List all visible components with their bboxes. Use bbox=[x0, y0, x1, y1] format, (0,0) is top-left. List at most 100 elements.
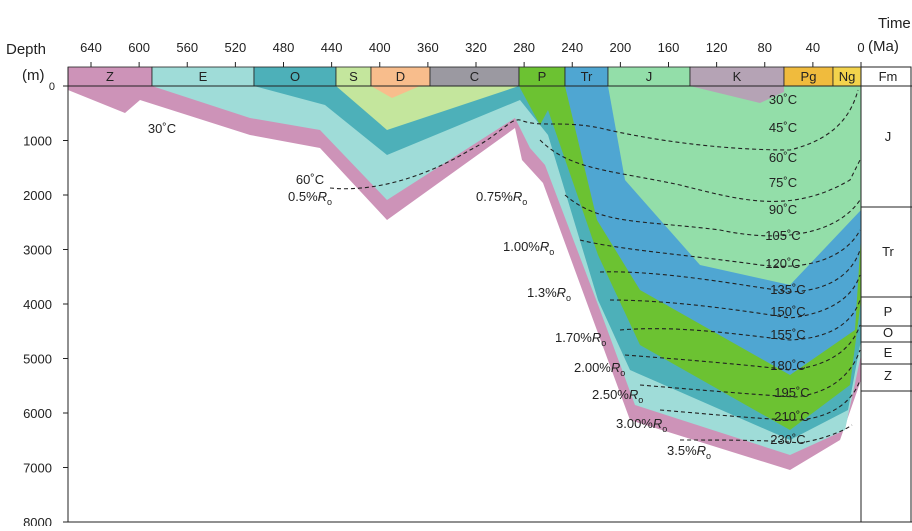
fm-label: Tr bbox=[882, 244, 894, 259]
y-tick-label: 1000 bbox=[23, 134, 52, 149]
ro-symbol: R bbox=[318, 189, 327, 204]
ro-sub: o bbox=[638, 395, 643, 405]
x-label: Time bbox=[878, 15, 911, 32]
ro-symbol: R bbox=[513, 189, 522, 204]
y-tick-label: 2000 bbox=[23, 188, 52, 203]
y-tick-label: 4000 bbox=[23, 297, 52, 312]
ro-label: 1.3%Ro bbox=[527, 285, 571, 303]
x-tick-label: 560 bbox=[176, 40, 198, 55]
ro-value: 0.5% bbox=[288, 189, 318, 204]
fm-label: E bbox=[884, 345, 893, 360]
period-label: Tr bbox=[581, 69, 593, 84]
fm-header: Fm bbox=[879, 69, 898, 84]
x-tick-label: 360 bbox=[417, 40, 439, 55]
ro-symbol: R bbox=[611, 360, 620, 375]
y-tick-label: 6000 bbox=[23, 406, 52, 421]
isotherm-label: 105˚C bbox=[765, 228, 800, 243]
x-tick-label: 440 bbox=[321, 40, 343, 55]
x-tick-label: 0 bbox=[857, 40, 864, 55]
isotherm-label: 230˚C bbox=[770, 432, 805, 447]
x-tick-label: 520 bbox=[225, 40, 247, 55]
fm-label: J bbox=[885, 129, 892, 144]
x-tick-label: 120 bbox=[706, 40, 728, 55]
isotherm-label: 60˚C bbox=[296, 172, 324, 187]
isotherm-label: 180˚C bbox=[770, 358, 805, 373]
ro-value: 2.00% bbox=[574, 360, 611, 375]
ro-label: 0.75%Ro bbox=[476, 189, 527, 207]
x-tick-label: 200 bbox=[610, 40, 632, 55]
period-label: Ng bbox=[839, 69, 856, 84]
ro-label: 3.5%Ro bbox=[667, 443, 711, 461]
x-tick-label: 600 bbox=[128, 40, 150, 55]
period-label: O bbox=[290, 69, 300, 84]
y-tick-label: 7000 bbox=[23, 461, 52, 476]
ro-symbol: R bbox=[557, 285, 566, 300]
ro-value: 2.50% bbox=[592, 387, 629, 402]
ro-sub: o bbox=[601, 338, 606, 348]
ro-label: 1.70%Ro bbox=[555, 330, 606, 348]
period-label: E bbox=[199, 69, 208, 84]
fm-label: Z bbox=[884, 368, 892, 383]
isotherm-label: 90˚C bbox=[769, 202, 797, 217]
x-unit: (Ma) bbox=[868, 38, 899, 55]
x-tick-label: 480 bbox=[273, 40, 295, 55]
period-label: J bbox=[646, 69, 653, 84]
ro-value: 3.00% bbox=[616, 416, 653, 431]
ro-sub: o bbox=[549, 247, 554, 257]
ro-label: 3.00%Ro bbox=[616, 416, 667, 434]
isotherm-label: 150˚C bbox=[770, 304, 805, 319]
x-tick-label: 280 bbox=[513, 40, 535, 55]
ro-sub: o bbox=[522, 197, 527, 207]
ro-sub: o bbox=[662, 424, 667, 434]
period-label: S bbox=[349, 69, 358, 84]
period-bar: Z E O S D C P Tr J K Pg Ng bbox=[67, 66, 862, 87]
layers bbox=[68, 86, 861, 470]
isotherm-label: 60˚C bbox=[769, 150, 797, 165]
isotherm-label: 30˚C bbox=[769, 92, 797, 107]
ro-value: 0.75% bbox=[476, 189, 513, 204]
isotherm-label: 30˚C bbox=[148, 121, 176, 136]
fm-label: P bbox=[884, 304, 893, 319]
ro-symbol: R bbox=[697, 443, 706, 458]
y-label: Depth bbox=[6, 41, 46, 58]
ro-label: 2.50%Ro bbox=[592, 387, 643, 405]
y-tick-label: 3000 bbox=[23, 243, 52, 258]
period-label: Pg bbox=[801, 69, 817, 84]
ro-sub: o bbox=[620, 368, 625, 378]
ro-label: 2.00%Ro bbox=[574, 360, 625, 378]
x-tick-label: 80 bbox=[758, 40, 772, 55]
period-label: C bbox=[470, 69, 479, 84]
fm-column bbox=[860, 66, 912, 523]
isotherm-label: 45˚C bbox=[769, 120, 797, 135]
ro-sub: o bbox=[566, 293, 571, 303]
period-label: Z bbox=[106, 69, 114, 84]
ro-value: 1.70% bbox=[555, 330, 592, 345]
isotherm-label: 135˚C bbox=[770, 282, 805, 297]
y-tick-label: 8000 bbox=[23, 515, 52, 526]
isotherm-label: 75˚C bbox=[769, 175, 797, 190]
x-tick-label: 240 bbox=[561, 40, 583, 55]
maturity-lines bbox=[329, 89, 861, 444]
ro-sub: o bbox=[327, 197, 332, 207]
x-tick-label: 320 bbox=[465, 40, 487, 55]
x-tick-label: 40 bbox=[806, 40, 820, 55]
x-tick-label: 160 bbox=[658, 40, 680, 55]
ro-symbol: R bbox=[592, 330, 601, 345]
ro-sub: o bbox=[706, 451, 711, 461]
ro-symbol: R bbox=[653, 416, 662, 431]
period-label: D bbox=[396, 69, 405, 84]
ro-symbol: R bbox=[629, 387, 638, 402]
isotherm-label: 195˚C bbox=[774, 385, 809, 400]
period-label: K bbox=[733, 69, 742, 84]
isotherm-label: 120˚C bbox=[765, 256, 800, 271]
y-unit: (m) bbox=[22, 67, 45, 84]
fm-label: O bbox=[883, 325, 893, 340]
ro-symbol: R bbox=[540, 239, 549, 254]
isotherm-label: 210˚C bbox=[774, 409, 809, 424]
ro-value: 1.3% bbox=[527, 285, 557, 300]
ro-value: 1.00% bbox=[503, 239, 540, 254]
isotherm-label: 155˚C bbox=[770, 327, 805, 342]
x-tick-label: 640 bbox=[80, 40, 102, 55]
x-tick-label: 400 bbox=[369, 40, 391, 55]
